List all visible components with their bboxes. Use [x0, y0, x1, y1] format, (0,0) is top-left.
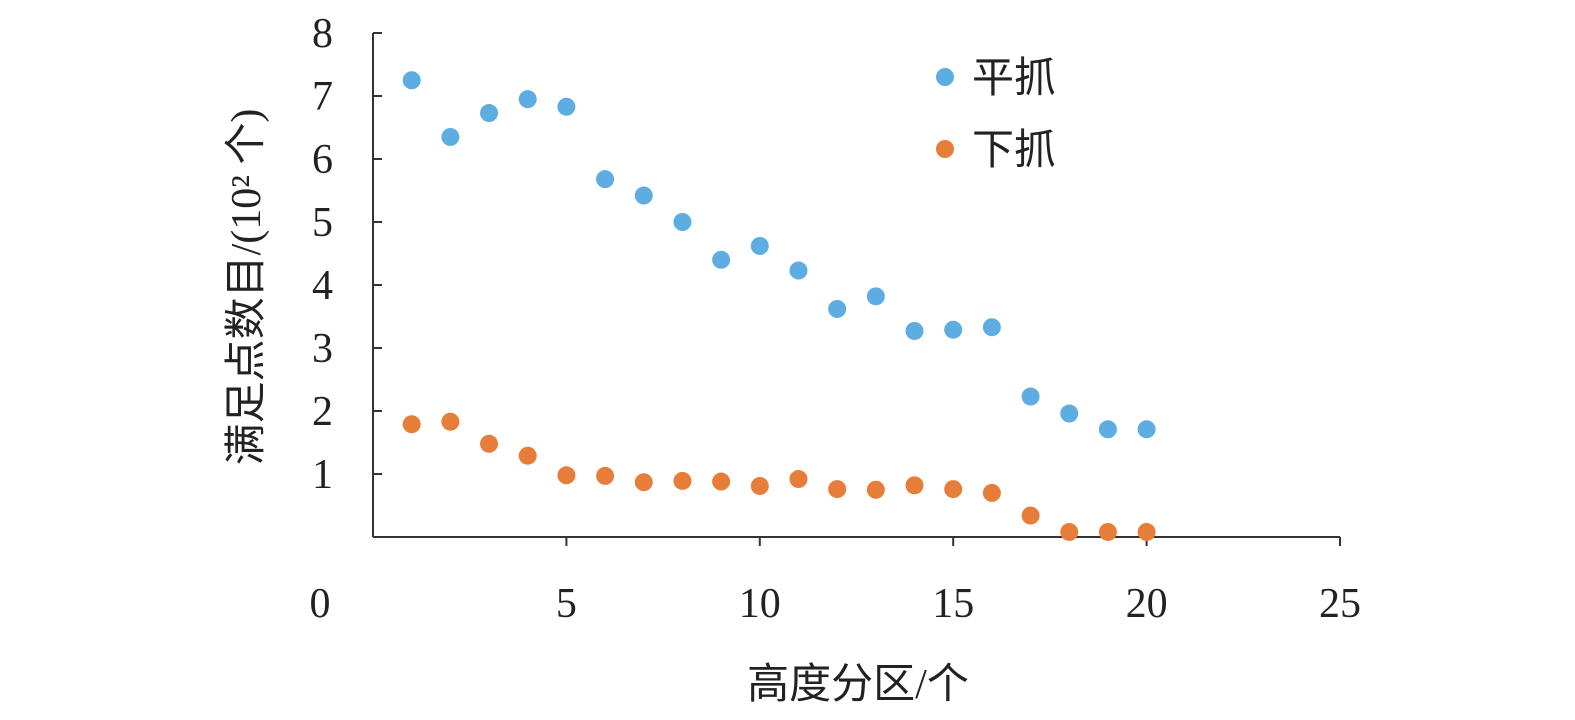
data-point-series-1	[1060, 404, 1079, 423]
data-point-series-2	[1021, 506, 1040, 525]
legend-label: 平抓	[972, 56, 1056, 102]
y-tick-label: 5	[312, 200, 333, 246]
x-tick-label: 15	[932, 581, 974, 627]
data-point-series-2	[673, 471, 692, 490]
data-point-series-2	[402, 415, 421, 434]
y-tick-labels: 1 2 3 4 5 6 7 8	[312, 11, 333, 498]
data-point-series-1	[1137, 420, 1156, 439]
data-point-series-1	[557, 97, 576, 116]
data-point-series-2	[866, 480, 885, 499]
data-point-series-1	[944, 320, 963, 339]
data-point-series-2	[480, 434, 499, 453]
data-point-series-1	[750, 236, 769, 255]
data-point-series-1	[480, 104, 499, 123]
y-tick-label: 4	[312, 263, 333, 309]
x-tick-label: 20	[1126, 581, 1168, 627]
legend-label: 下抓	[972, 128, 1056, 174]
y-tick-label: 1	[312, 452, 333, 498]
data-point-series-2	[1098, 522, 1117, 541]
data-point-series-1	[789, 261, 808, 280]
data-point-series-1	[905, 321, 924, 340]
x-tick-label: 10	[739, 581, 781, 627]
x-tick-label: 0	[310, 581, 331, 627]
data-point-series-2	[944, 480, 963, 499]
data-point-series-2	[789, 470, 808, 489]
data-point-series-1	[982, 318, 1001, 337]
data-point-series-1	[596, 170, 615, 189]
data-point-series-1	[1098, 420, 1117, 439]
data-point-series-1	[518, 90, 537, 109]
data-point-series-2	[518, 446, 537, 465]
legend-marker	[936, 140, 954, 158]
y-axis-title: 满足点数目/(10² 个)	[224, 109, 270, 466]
data-point-series-1	[673, 213, 692, 231]
data-point-series-2	[1060, 522, 1079, 541]
data-point-series-1	[866, 287, 885, 306]
data-point-series-2	[596, 466, 615, 485]
data-point-series-2	[634, 473, 653, 492]
axes	[372, 32, 1341, 546]
data-point-series-1	[712, 250, 731, 269]
data-point-series-1	[441, 127, 460, 146]
y-tick-label: 2	[312, 389, 333, 435]
data-point-series-2	[712, 472, 731, 491]
data-point-series-1	[828, 299, 847, 318]
x-tick-labels: 0 5 10 15 20 25	[310, 581, 1362, 627]
x-axis-title: 高度分区/个	[747, 662, 969, 708]
data-points	[402, 71, 1156, 541]
data-point-series-2	[750, 476, 769, 495]
data-point-series-1	[402, 71, 421, 90]
x-tick-label: 5	[556, 581, 577, 627]
x-tick-label: 25	[1319, 581, 1361, 627]
legend-marker	[936, 68, 954, 86]
data-point-series-2	[828, 480, 847, 499]
data-point-series-2	[1137, 522, 1156, 541]
data-point-series-2	[441, 412, 460, 431]
y-tick-label: 8	[312, 11, 333, 57]
data-point-series-2	[982, 483, 1001, 502]
y-tick-label: 7	[312, 74, 333, 120]
y-tick-label: 3	[312, 326, 333, 372]
data-point-series-2	[557, 466, 576, 485]
data-point-series-1	[1021, 387, 1040, 406]
data-point-series-1	[634, 186, 653, 205]
data-point-series-2	[905, 476, 924, 495]
y-tick-label: 6	[312, 137, 333, 183]
